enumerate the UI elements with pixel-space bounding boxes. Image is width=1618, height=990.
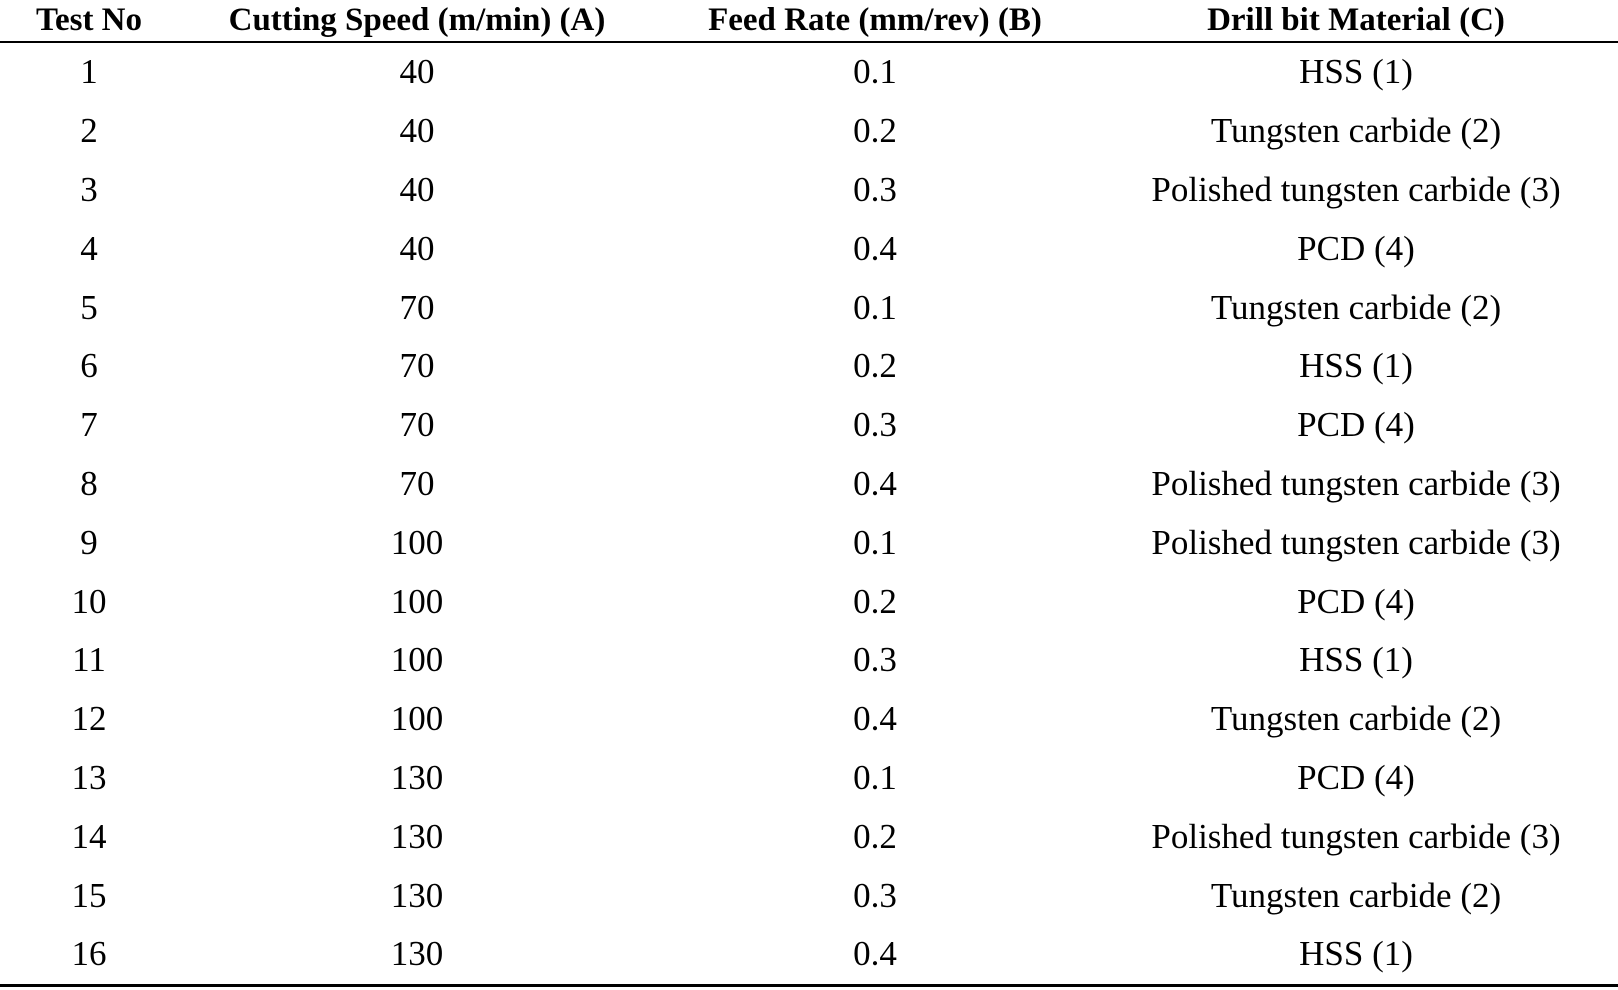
col-header-test-no: Test No (0, 0, 178, 43)
table-row: 2 40 0.2 Tungsten carbide (2) (0, 102, 1618, 161)
col-header-cutting-speed: Cutting Speed (m/min) (A) (178, 0, 656, 43)
cell-drill-bit-material: HSS (1) (1299, 640, 1413, 680)
cell-cutting-speed: 100 (390, 640, 444, 680)
cell-drill-bit-material: HSS (1) (1299, 52, 1413, 92)
cell-test-no: 12 (71, 699, 107, 739)
cell-test-no: 8 (80, 463, 98, 503)
table-row: 13 130 0.1 PCD (4) (0, 749, 1618, 808)
cell-feed-rate: 0.1 (853, 52, 897, 92)
cell-drill-bit-material: Polished tungsten carbide (3) (1151, 463, 1561, 503)
table-row: 16 130 0.4 HSS (1) (0, 924, 1618, 987)
cell-drill-bit-material: Polished tungsten carbide (3) (1151, 522, 1561, 562)
cell-drill-bit-material: PCD (4) (1297, 757, 1415, 797)
cell-test-no: 3 (80, 169, 98, 209)
cell-test-no: 1 (80, 52, 98, 92)
cell-feed-rate: 0.1 (853, 287, 897, 327)
cell-test-no: 9 (80, 522, 98, 562)
cell-cutting-speed: 130 (390, 875, 444, 915)
cell-feed-rate: 0.2 (853, 581, 897, 621)
table-row: 6 70 0.2 HSS (1) (0, 337, 1618, 396)
col-header-feed-rate: Feed Rate (mm/rev) (B) (656, 0, 1094, 43)
col-header-drill-bit-material: Drill bit Material (C) (1094, 0, 1618, 43)
cell-feed-rate: 0.3 (853, 875, 897, 915)
cell-test-no: 2 (80, 111, 98, 151)
cell-test-no: 14 (71, 816, 107, 856)
table-row: 4 40 0.4 PCD (4) (0, 219, 1618, 278)
cell-cutting-speed: 70 (399, 346, 435, 386)
cell-drill-bit-material: Tungsten carbide (2) (1210, 287, 1502, 327)
table-row: 14 130 0.2 Polished tungsten carbide (3) (0, 807, 1618, 866)
cell-cutting-speed: 40 (399, 111, 435, 151)
cell-test-no: 16 (0, 924, 178, 987)
cell-cutting-speed: 40 (399, 169, 435, 209)
cell-cutting-speed: 130 (178, 924, 656, 987)
cell-feed-rate: 0.1 (853, 757, 897, 797)
cell-drill-bit-material: Polished tungsten carbide (3) (1151, 169, 1561, 209)
table-row: 5 70 0.1 Tungsten carbide (2) (0, 278, 1618, 337)
cell-drill-bit-material: PCD (4) (1297, 228, 1415, 268)
cell-feed-rate: 0.1 (853, 522, 897, 562)
cell-feed-rate: 0.2 (853, 111, 897, 151)
table-row: 1 40 0.1 HSS (1) (0, 42, 1618, 102)
cell-drill-bit-material: HSS (1) (1094, 924, 1618, 987)
cell-feed-rate: 0.3 (853, 169, 897, 209)
cell-drill-bit-material: Tungsten carbide (2) (1210, 699, 1502, 739)
cell-cutting-speed: 100 (390, 522, 444, 562)
cell-drill-bit-material: Tungsten carbide (2) (1210, 875, 1502, 915)
table-row: 7 70 0.3 PCD (4) (0, 396, 1618, 455)
cell-drill-bit-material: PCD (4) (1297, 581, 1415, 621)
table-row: 12 100 0.4 Tungsten carbide (2) (0, 690, 1618, 749)
cell-feed-rate: 0.4 (853, 463, 897, 503)
table-row: 10 100 0.2 PCD (4) (0, 572, 1618, 631)
cell-feed-rate: 0.4 (853, 228, 897, 268)
cell-drill-bit-material: Polished tungsten carbide (3) (1151, 816, 1561, 856)
cell-cutting-speed: 70 (399, 287, 435, 327)
cell-cutting-speed: 70 (399, 463, 435, 503)
cell-feed-rate: 0.2 (853, 816, 897, 856)
table-body: 1 40 0.1 HSS (1) 2 40 0.2 Tungsten carbide (2) 3… (0, 42, 1618, 987)
cell-test-no: 13 (71, 757, 107, 797)
cell-cutting-speed: 40 (399, 228, 435, 268)
cell-feed-rate: 0.4 (656, 924, 1094, 987)
cell-feed-rate: 0.2 (853, 346, 897, 386)
cell-cutting-speed: 100 (390, 581, 444, 621)
cell-feed-rate: 0.3 (853, 405, 897, 445)
cell-cutting-speed: 130 (390, 757, 444, 797)
cell-test-no: 15 (71, 875, 107, 915)
table-row: 9 100 0.1 Polished tungsten carbide (3) (0, 513, 1618, 572)
table-row: 8 70 0.4 Polished tungsten carbide (3) (0, 455, 1618, 514)
cell-cutting-speed: 100 (390, 699, 444, 739)
cell-drill-bit-material: PCD (4) (1297, 405, 1415, 445)
table-row: 15 130 0.3 Tungsten carbide (2) (0, 866, 1618, 925)
cell-test-no: 4 (80, 228, 98, 268)
cell-feed-rate: 0.4 (853, 699, 897, 739)
cell-feed-rate: 0.3 (853, 640, 897, 680)
cell-drill-bit-material: Tungsten carbide (2) (1210, 111, 1502, 151)
cell-test-no: 11 (72, 640, 106, 680)
table-row: 3 40 0.3 Polished tungsten carbide (3) (0, 161, 1618, 220)
table-header: Test No Cutting Speed (m/min) (A) Feed R… (0, 0, 1618, 43)
cell-test-no: 5 (80, 287, 98, 327)
cell-test-no: 7 (80, 405, 98, 445)
cell-drill-bit-material: HSS (1) (1299, 346, 1413, 386)
cell-cutting-speed: 70 (399, 405, 435, 445)
header-row: Test No Cutting Speed (m/min) (A) Feed R… (0, 0, 1618, 43)
cell-test-no: 10 (71, 581, 107, 621)
cell-cutting-speed: 40 (399, 52, 435, 92)
cell-test-no: 6 (80, 346, 98, 386)
cell-cutting-speed: 130 (390, 816, 444, 856)
table-row: 11 100 0.3 HSS (1) (0, 631, 1618, 690)
